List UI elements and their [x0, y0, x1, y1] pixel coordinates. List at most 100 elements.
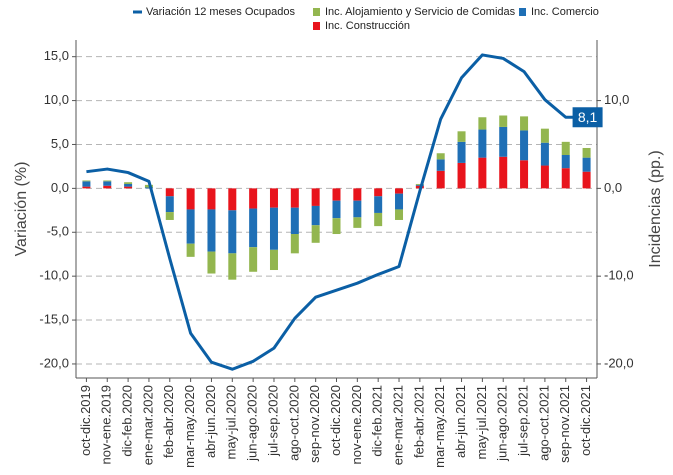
bar-segment	[582, 157, 591, 172]
bar-segment	[228, 253, 237, 280]
bar-segment	[353, 217, 362, 228]
bar-segment	[478, 157, 487, 189]
bar-segment	[353, 200, 362, 218]
legend-swatch	[313, 22, 320, 30]
bar-segment	[415, 184, 424, 186]
x-tick-label: ago-oct.2020	[286, 385, 301, 461]
bar-segment	[228, 210, 237, 254]
bar-segment	[311, 188, 320, 206]
legend-label: Inc. Alojamiento y Servicio de Comidas	[325, 6, 516, 18]
bar-segment	[395, 209, 404, 220]
x-tick-label: jun-ago.2020	[245, 385, 260, 462]
y-tick-label: 10,0	[44, 92, 69, 107]
bar-segment	[290, 207, 299, 235]
bar-segment	[165, 196, 174, 213]
bar-segment	[395, 188, 404, 194]
bar-segment	[499, 115, 508, 127]
x-tick-label: dic-feb.2020	[120, 385, 135, 457]
y-tick-label: 0,0	[51, 180, 69, 195]
bar-segment	[436, 170, 445, 189]
bar-segment	[82, 180, 91, 182]
x-tick-label: jul-sep.2021	[515, 385, 530, 457]
x-tick-label: ago-oct.2021	[536, 385, 551, 461]
bar-segment	[540, 128, 549, 143]
legend-label: Inc. Comercio	[531, 6, 599, 18]
bar-segment	[207, 209, 216, 252]
bar-segment	[290, 234, 299, 254]
bar-segment	[103, 180, 112, 182]
y-tick-label: -15,0	[39, 311, 69, 326]
legend-swatch	[519, 8, 526, 16]
bar-segment	[228, 188, 237, 211]
bar-segment	[82, 181, 91, 187]
x-tick-label: abr-jun.2020	[203, 385, 218, 458]
x-tick-label: sep-nov.2021	[557, 385, 572, 463]
legend-label: Variación 12 meses Ocupados	[146, 6, 295, 18]
bar-segment	[457, 162, 466, 189]
bar-segment	[478, 117, 487, 130]
bar-segment	[520, 130, 529, 161]
bar-segment	[457, 141, 466, 163]
bar-segment	[249, 208, 258, 248]
bar-segment	[561, 155, 570, 169]
bar-segment	[186, 188, 195, 210]
bar-segment	[540, 165, 549, 189]
bar-segment	[332, 200, 341, 219]
bar-segment	[249, 188, 258, 209]
bar-segment	[457, 131, 466, 142]
legend-swatch	[313, 8, 320, 16]
bar-segment	[436, 153, 445, 160]
y-tick-label: -5,0	[47, 224, 69, 239]
x-tick-label: oct-dic.2020	[328, 385, 343, 456]
bar-segment	[124, 183, 133, 187]
bar-segment	[478, 129, 487, 158]
bar-segment	[582, 171, 591, 189]
bar-segment	[332, 218, 341, 235]
x-tick-label: may-jul.2020	[224, 385, 239, 459]
x-tick-label: nov-ene.2019	[99, 385, 114, 465]
bar-segment	[353, 188, 362, 201]
bar-segment	[207, 188, 216, 210]
bar-segment	[311, 225, 320, 243]
x-tick-label: jul-sep.2020	[265, 385, 280, 457]
x-tick-label: ene-mar.2021	[390, 385, 405, 465]
x-tick-label: may-jul.2021	[474, 385, 489, 459]
bar-segment	[561, 141, 570, 156]
bar-segment	[374, 196, 383, 213]
legend-label: Inc. Construcción	[325, 20, 410, 32]
bar-segment	[186, 209, 195, 244]
bar-segment	[520, 160, 529, 189]
y-tick-label: -20,0	[39, 355, 69, 370]
bar-segment	[82, 186, 91, 189]
y2-tick-label: 10,0	[604, 92, 629, 107]
bar-segment	[165, 188, 174, 197]
line	[86, 53, 587, 371]
bar-segment	[269, 249, 278, 271]
bar-segment	[290, 188, 299, 208]
bar-segment	[311, 205, 320, 226]
bar-segment	[582, 147, 591, 158]
bar-segment	[103, 185, 112, 189]
y-tick-label: 15,0	[44, 48, 69, 63]
y-axis-title: Variación (%)	[13, 162, 30, 257]
bar-segment	[499, 126, 508, 157]
x-tick-label: nov-ene.2020	[349, 385, 364, 465]
x-tick-label: sep-nov.2020	[307, 385, 322, 463]
y-tick-label: 5,0	[51, 136, 69, 151]
bar-segment	[436, 159, 445, 171]
x-tick-label: jun-ago.2021	[495, 385, 510, 462]
bar-segment	[561, 168, 570, 189]
bar-segment	[499, 156, 508, 189]
y2-tick-label: -10,0	[604, 268, 634, 283]
x-tick-label: mar-may.2020	[182, 385, 197, 468]
x-tick-label: dic-feb.2021	[370, 385, 385, 457]
bar-segment	[269, 188, 278, 208]
bar-segment	[540, 142, 549, 166]
x-tick-label: feb-abr.2021	[411, 385, 426, 458]
bar-segment	[374, 212, 383, 227]
bar-segment	[103, 181, 112, 186]
x-tick-label: oct-dic.2021	[578, 385, 593, 456]
bar-segment	[124, 186, 133, 189]
